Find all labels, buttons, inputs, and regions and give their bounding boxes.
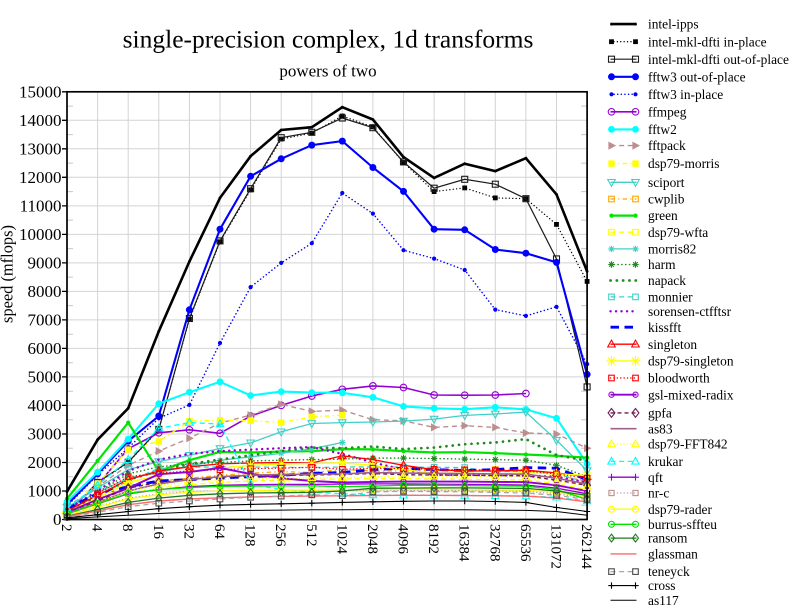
svg-text:qft: qft	[648, 470, 663, 485]
svg-text:dsp79-singleton: dsp79-singleton	[648, 354, 734, 369]
svg-text:ffmpeg: ffmpeg	[648, 104, 687, 119]
svg-text:5000: 5000	[28, 368, 62, 387]
svg-text:cwplib: cwplib	[648, 192, 685, 207]
svg-text:dsp79-morris: dsp79-morris	[648, 156, 719, 171]
svg-text:nr-c: nr-c	[648, 486, 669, 501]
svg-text:krukar: krukar	[648, 454, 683, 469]
svg-text:bloodworth: bloodworth	[648, 371, 710, 386]
svg-text:cross: cross	[648, 578, 676, 593]
svg-text:intel-mkl-dfti in-place: intel-mkl-dfti in-place	[648, 34, 767, 49]
svg-text:8192: 8192	[425, 524, 441, 554]
svg-text:1024: 1024	[333, 524, 349, 555]
svg-text:10000: 10000	[19, 225, 62, 244]
svg-text:32768: 32768	[486, 524, 502, 562]
svg-text:singleton: singleton	[648, 337, 697, 352]
svg-text:morris82: morris82	[648, 242, 696, 257]
svg-text:sciport: sciport	[648, 175, 685, 190]
svg-text:16384: 16384	[456, 524, 472, 562]
svg-text:13000: 13000	[19, 139, 62, 158]
svg-text:harm: harm	[648, 257, 676, 272]
svg-text:dsp79-wfta: dsp79-wfta	[648, 225, 708, 240]
svg-text:131072: 131072	[548, 524, 564, 569]
svg-text:2: 2	[58, 524, 74, 532]
svg-text:64: 64	[211, 524, 227, 540]
svg-text:4: 4	[89, 524, 105, 532]
svg-text:9000: 9000	[28, 254, 62, 273]
svg-text:6000: 6000	[28, 339, 62, 358]
svg-text:2048: 2048	[364, 524, 380, 554]
svg-text:powers of two: powers of two	[279, 62, 376, 81]
svg-text:16: 16	[150, 524, 166, 540]
svg-text:sorensen-ctfftsr: sorensen-ctfftsr	[648, 304, 732, 319]
svg-text:11000: 11000	[20, 197, 62, 216]
svg-text:glassman: glassman	[648, 547, 698, 562]
svg-text:128: 128	[242, 524, 258, 547]
svg-text:2000: 2000	[28, 453, 62, 472]
svg-text:4096: 4096	[395, 524, 411, 555]
svg-text:burrus-sffteu: burrus-sffteu	[648, 517, 717, 532]
svg-text:8: 8	[119, 524, 135, 532]
svg-text:speed (mflops): speed (mflops)	[0, 225, 17, 323]
svg-text:7000: 7000	[28, 311, 62, 330]
svg-text:32: 32	[180, 524, 196, 539]
svg-text:65536: 65536	[517, 524, 533, 562]
svg-text:dsp79-rader: dsp79-rader	[648, 502, 712, 517]
svg-text:monnier: monnier	[648, 290, 693, 305]
svg-text:ransom: ransom	[648, 531, 688, 546]
svg-text:intel-mkl-dfti out-of-place: intel-mkl-dfti out-of-place	[648, 52, 789, 67]
svg-text:as117: as117	[648, 593, 679, 608]
svg-text:512: 512	[303, 524, 319, 547]
svg-text:gpfa: gpfa	[648, 406, 672, 421]
svg-text:single-precision complex, 1d t: single-precision complex, 1d transforms	[123, 25, 534, 54]
svg-text:intel-ipps: intel-ipps	[648, 17, 699, 32]
svg-text:fftw2: fftw2	[648, 122, 677, 137]
svg-text:fftw3 out-of-place: fftw3 out-of-place	[648, 69, 746, 84]
svg-text:4000: 4000	[28, 396, 62, 415]
svg-text:gsl-mixed-radix: gsl-mixed-radix	[648, 387, 734, 402]
svg-text:teneyck: teneyck	[648, 564, 690, 579]
svg-text:0: 0	[53, 510, 62, 529]
svg-text:12000: 12000	[19, 168, 62, 187]
svg-text:8000: 8000	[28, 282, 62, 301]
svg-text:15000: 15000	[19, 82, 62, 101]
svg-text:fftw3 in-place: fftw3 in-place	[648, 87, 723, 102]
svg-text:262144: 262144	[578, 524, 594, 570]
svg-text:napack: napack	[648, 273, 686, 288]
svg-text:fftpack: fftpack	[648, 138, 686, 153]
svg-text:1000: 1000	[28, 482, 62, 501]
svg-text:3000: 3000	[28, 425, 62, 444]
svg-text:green: green	[648, 208, 678, 223]
svg-text:kissfft: kissfft	[648, 320, 682, 335]
svg-text:as83: as83	[648, 421, 673, 436]
svg-text:dsp79-FFT842: dsp79-FFT842	[648, 437, 728, 452]
svg-text:256: 256	[272, 524, 288, 547]
svg-text:14000: 14000	[19, 111, 62, 130]
